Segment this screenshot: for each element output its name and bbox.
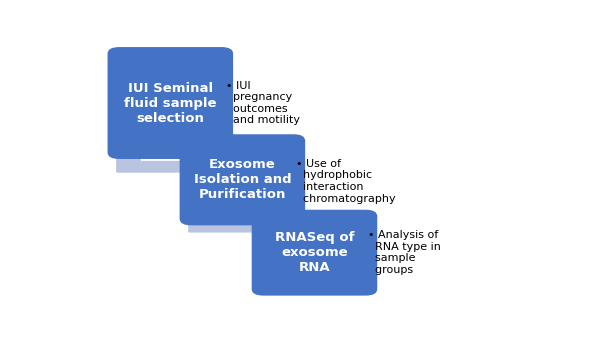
Polygon shape <box>189 211 291 236</box>
Text: • Use of
  hydrophobic
  interaction
  chromatography: • Use of hydrophobic interaction chromat… <box>296 159 395 203</box>
Text: • IUI
  pregnancy
  outcomes
  and motility: • IUI pregnancy outcomes and motility <box>226 81 300 125</box>
Text: RNASeq of
exosome
RNA: RNASeq of exosome RNA <box>275 231 354 274</box>
FancyBboxPatch shape <box>252 210 377 296</box>
Text: • Analysis of
  RNA type in
  sample
  groups: • Analysis of RNA type in sample groups <box>368 230 441 275</box>
FancyBboxPatch shape <box>107 47 233 159</box>
Text: IUI Seminal
fluid sample
selection: IUI Seminal fluid sample selection <box>124 81 217 124</box>
Text: Exosome
Isolation and
Purification: Exosome Isolation and Purification <box>194 158 291 201</box>
FancyBboxPatch shape <box>179 134 305 225</box>
Polygon shape <box>117 151 219 176</box>
